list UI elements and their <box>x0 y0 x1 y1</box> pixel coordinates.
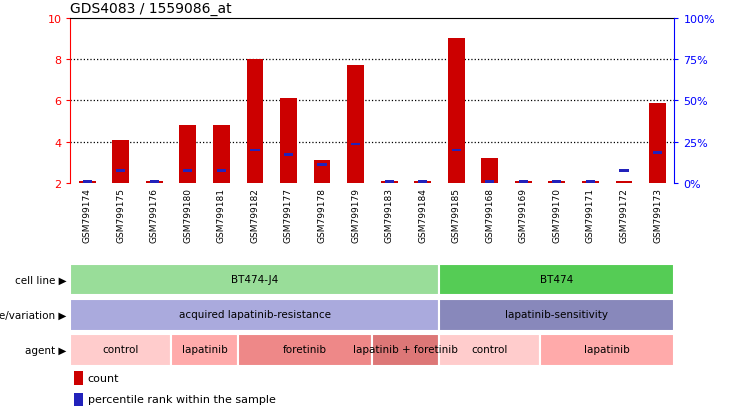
Bar <box>351 143 360 146</box>
Bar <box>439 299 674 331</box>
Text: GSM799183: GSM799183 <box>385 188 393 242</box>
Text: lapatinib: lapatinib <box>182 344 227 354</box>
Bar <box>448 39 465 184</box>
Bar <box>616 182 632 184</box>
Bar <box>485 180 494 183</box>
Text: foretinib: foretinib <box>283 344 328 354</box>
Bar <box>284 154 293 156</box>
Bar <box>213 126 230 184</box>
Bar <box>586 180 595 183</box>
Text: GSM799185: GSM799185 <box>452 188 461 242</box>
Text: genotype/variation ▶: genotype/variation ▶ <box>0 310 67 320</box>
Text: GSM799174: GSM799174 <box>83 188 92 242</box>
Text: GSM799171: GSM799171 <box>586 188 595 242</box>
Text: BT474-J4: BT474-J4 <box>231 274 279 284</box>
Bar <box>250 150 259 152</box>
Text: lapatinib: lapatinib <box>585 344 630 354</box>
Bar <box>70 334 171 366</box>
Text: acquired lapatinib-resistance: acquired lapatinib-resistance <box>179 309 331 319</box>
Text: control: control <box>102 344 139 354</box>
Bar <box>74 371 84 385</box>
Bar <box>150 180 159 183</box>
Bar <box>439 334 540 366</box>
Text: BT474: BT474 <box>540 274 574 284</box>
Bar <box>373 334 439 366</box>
Bar <box>280 99 297 184</box>
Bar <box>247 60 263 184</box>
Bar <box>217 170 226 173</box>
Text: GSM799184: GSM799184 <box>418 188 427 242</box>
Text: GSM799175: GSM799175 <box>116 188 125 242</box>
Text: percentile rank within the sample: percentile rank within the sample <box>87 394 276 404</box>
Bar <box>317 164 327 166</box>
Text: GDS4083 / 1559086_at: GDS4083 / 1559086_at <box>70 2 232 16</box>
Bar <box>74 392 84 406</box>
Bar <box>418 180 428 183</box>
Text: GSM799176: GSM799176 <box>150 188 159 242</box>
Text: count: count <box>87 373 119 383</box>
Text: agent ▶: agent ▶ <box>25 345 67 355</box>
Bar <box>348 66 364 184</box>
Text: GSM799178: GSM799178 <box>318 188 327 242</box>
Bar <box>70 299 439 331</box>
Bar <box>451 150 461 152</box>
Bar <box>385 180 393 183</box>
Bar <box>313 161 330 184</box>
Text: lapatinib + foretinib: lapatinib + foretinib <box>353 344 459 354</box>
Bar <box>82 180 92 183</box>
Bar <box>171 334 238 366</box>
Bar <box>653 152 662 154</box>
Text: cell line ▶: cell line ▶ <box>15 275 67 285</box>
Bar <box>552 180 562 183</box>
Bar <box>113 140 129 184</box>
Bar <box>238 334 373 366</box>
Bar <box>649 103 666 184</box>
Bar <box>183 170 193 173</box>
Bar <box>70 264 439 296</box>
Text: GSM799173: GSM799173 <box>653 188 662 242</box>
Bar <box>439 264 674 296</box>
Text: GSM799182: GSM799182 <box>250 188 259 242</box>
Bar <box>515 182 532 184</box>
Bar <box>519 180 528 183</box>
Bar <box>619 170 628 173</box>
Bar <box>116 170 125 173</box>
Text: lapatinib-sensitivity: lapatinib-sensitivity <box>505 309 608 319</box>
Text: GSM799177: GSM799177 <box>284 188 293 242</box>
Bar <box>482 159 498 184</box>
Text: GSM799180: GSM799180 <box>183 188 193 242</box>
Text: GSM799169: GSM799169 <box>519 188 528 242</box>
Text: GSM799179: GSM799179 <box>351 188 360 242</box>
Text: control: control <box>471 344 508 354</box>
Bar <box>146 182 163 184</box>
Text: GSM799168: GSM799168 <box>485 188 494 242</box>
Bar <box>582 182 599 184</box>
Bar <box>179 126 196 184</box>
Text: GSM799172: GSM799172 <box>619 188 628 242</box>
Bar <box>79 182 96 184</box>
Bar <box>540 334 674 366</box>
Text: GSM799181: GSM799181 <box>217 188 226 242</box>
Bar <box>381 182 397 184</box>
Bar <box>414 182 431 184</box>
Text: GSM799170: GSM799170 <box>552 188 562 242</box>
Bar <box>548 182 565 184</box>
